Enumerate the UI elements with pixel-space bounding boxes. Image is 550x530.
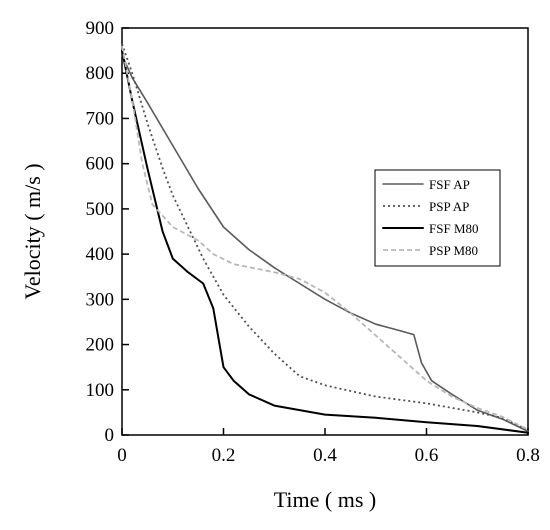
y-tick-label: 0 — [105, 425, 115, 446]
x-tick-label: 0.8 — [516, 445, 540, 466]
y-tick-label: 400 — [86, 244, 115, 265]
y-axis-title: Velocity ( m/s ) — [20, 163, 45, 299]
series-line-psp-ap — [121, 43, 529, 432]
y-tick-label: 200 — [86, 335, 115, 356]
y-tick-label: 500 — [86, 199, 115, 220]
legend-label: PSP M80 — [429, 243, 478, 258]
series-line-psp-m80 — [121, 45, 529, 431]
x-tick-label: 0 — [117, 445, 127, 466]
x-tick-label: 0.4 — [313, 445, 337, 466]
axes: 0 0.2 0.4 0.6 0.8 0 100 200 300 400 500 600 700 800 90… — [86, 18, 540, 466]
y-tick-label: 700 — [86, 108, 115, 129]
y-tick-label: 300 — [86, 289, 115, 310]
x-tick-label: 0.2 — [212, 445, 236, 466]
y-tick-label: 100 — [86, 380, 115, 401]
series-line-fsf-ap — [121, 54, 529, 433]
x-tick-label: 0.6 — [415, 445, 439, 466]
x-axis-title: Time ( ms ) — [274, 487, 376, 512]
y-tick-label: 600 — [86, 154, 115, 175]
y-tick-label: 900 — [86, 18, 115, 39]
legend-label: PSP AP — [429, 199, 469, 214]
legend: FSF AP PSP AP FSF M80 PSP M80 — [374, 169, 501, 267]
legend-label: FSF AP — [429, 177, 470, 192]
y-tick-label: 800 — [86, 63, 115, 84]
legend-label: FSF M80 — [429, 221, 479, 236]
series-lines — [121, 43, 529, 434]
